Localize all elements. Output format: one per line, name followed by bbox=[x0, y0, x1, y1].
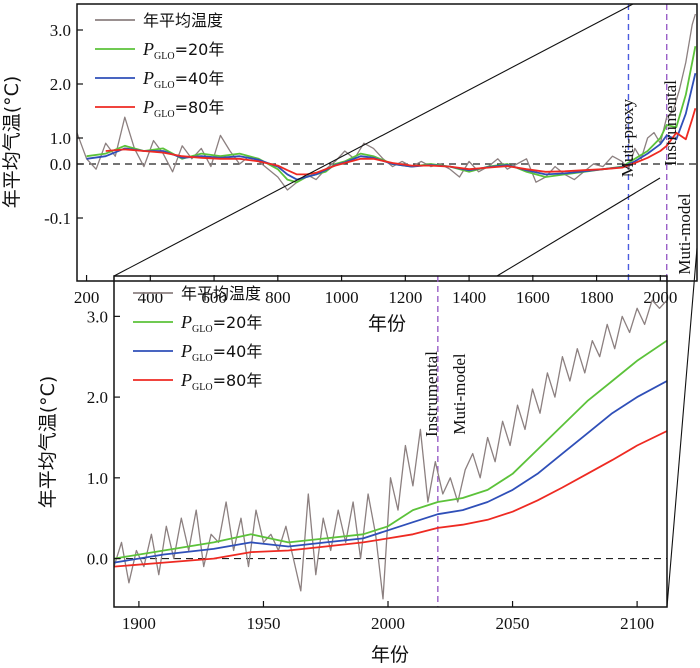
series-line-2 bbox=[86, 72, 697, 181]
period-annotation: Muti-model bbox=[675, 193, 694, 274]
series-line-0 bbox=[77, 13, 697, 191]
plot-frame bbox=[113, 275, 668, 608]
x-tick-label: 1200 bbox=[388, 288, 422, 307]
y-axis-label: 年平均气温(°C) bbox=[37, 376, 59, 509]
x-tick-label: 2050 bbox=[496, 614, 530, 633]
zoom-connector-line bbox=[496, 177, 661, 277]
series-group bbox=[114, 299, 667, 600]
x-tick-label: 1400 bbox=[452, 288, 486, 307]
legend-label-symbol: P bbox=[142, 39, 154, 59]
legend-label-symbol: P bbox=[180, 341, 192, 361]
y-tick-label: 1.0 bbox=[50, 129, 71, 148]
y-tick-label: 3.0 bbox=[50, 21, 71, 40]
zoom-connector-line bbox=[113, 3, 634, 277]
legend-label-value: =40年 bbox=[175, 69, 225, 88]
legend-label-value: =40年 bbox=[213, 342, 263, 361]
x-tick-label: 800 bbox=[265, 288, 291, 307]
series-line-3 bbox=[105, 108, 697, 176]
x-tick-label: 1600 bbox=[516, 288, 550, 307]
period-annotation: Instrumental bbox=[422, 351, 441, 437]
x-tick-label: 2000 bbox=[371, 614, 405, 633]
legend-label: PGLO=20年 bbox=[142, 39, 224, 62]
legend-label-symbol: P bbox=[180, 370, 192, 390]
legend-label: PGLO=80年 bbox=[180, 370, 262, 393]
y-tick-label: 1.0 bbox=[87, 469, 108, 488]
x-tick-label: 200 bbox=[74, 288, 100, 307]
x-tick-label: 2000 bbox=[643, 288, 677, 307]
x-axis-label: 年份 bbox=[371, 644, 409, 666]
top-panel: 200 400 600 800 1000 1200 1400 1600 1800 2000 -0.1… bbox=[1, 3, 698, 335]
legend-label-value: =80年 bbox=[213, 371, 263, 390]
legend-label-subscript: GLO bbox=[154, 80, 175, 91]
series-line-0 bbox=[114, 299, 667, 600]
x-tick-label: 2100 bbox=[620, 614, 654, 633]
y-tick-label: 3.0 bbox=[87, 307, 108, 326]
series-group bbox=[77, 13, 697, 191]
legend-label-symbol: P bbox=[180, 312, 192, 332]
x-tick-label: 1950 bbox=[246, 614, 280, 633]
y-tick-label: 0.0 bbox=[50, 155, 71, 174]
legend-label-subscript: GLO bbox=[192, 382, 213, 393]
legend-label-value: =80年 bbox=[175, 98, 225, 117]
series-line-1 bbox=[114, 339, 667, 560]
plot-frame bbox=[76, 3, 698, 282]
series-line-2 bbox=[114, 380, 667, 564]
period-annotation: Muti-proxy bbox=[618, 98, 637, 177]
x-tick-label: 400 bbox=[138, 288, 164, 307]
y-tick-label: -0.1 bbox=[44, 209, 71, 228]
series-line-3 bbox=[114, 430, 667, 568]
y-axis-label: 年平均气温(°C) bbox=[1, 76, 23, 209]
legend-label: PGLO=40年 bbox=[142, 68, 224, 91]
legend-label: PGLO=40年 bbox=[180, 341, 262, 364]
legend-label: 年平均温度 bbox=[181, 284, 261, 303]
bottom-panel: 1900 1950 2000 2050 21000.01.02.03.0年份年平均气温(… bbox=[37, 275, 668, 666]
period-annotation: Instrumental bbox=[661, 80, 680, 166]
x-tick-label: 1900 bbox=[122, 614, 156, 633]
x-tick-label: 1000 bbox=[325, 288, 359, 307]
legend-label: PGLO=20年 bbox=[180, 312, 262, 335]
legend-label-symbol: P bbox=[142, 68, 154, 88]
x-tick-label: 1800 bbox=[580, 288, 614, 307]
legend-label-symbol: P bbox=[142, 97, 154, 117]
legend-label-subscript: GLO bbox=[154, 51, 175, 62]
zoom-connector-lines bbox=[113, 3, 698, 608]
legend-label: PGLO=80年 bbox=[142, 97, 224, 120]
legend-label: 年平均温度 bbox=[143, 11, 223, 30]
period-annotation: Muti-model bbox=[450, 353, 469, 434]
legend-label-value: =20年 bbox=[213, 313, 263, 332]
legend-label-subscript: GLO bbox=[154, 109, 175, 120]
legend-label-value: =20年 bbox=[175, 40, 225, 59]
y-tick-label: 2.0 bbox=[87, 388, 108, 407]
x-tick-label: 600 bbox=[201, 288, 227, 307]
legend-label-subscript: GLO bbox=[192, 353, 213, 364]
y-tick-label: 0.0 bbox=[87, 550, 108, 569]
y-tick-label: 2.0 bbox=[50, 75, 71, 94]
zoom-connector-line bbox=[666, 247, 698, 608]
x-axis-label: 年份 bbox=[368, 313, 406, 335]
legend-label-subscript: GLO bbox=[192, 324, 213, 335]
